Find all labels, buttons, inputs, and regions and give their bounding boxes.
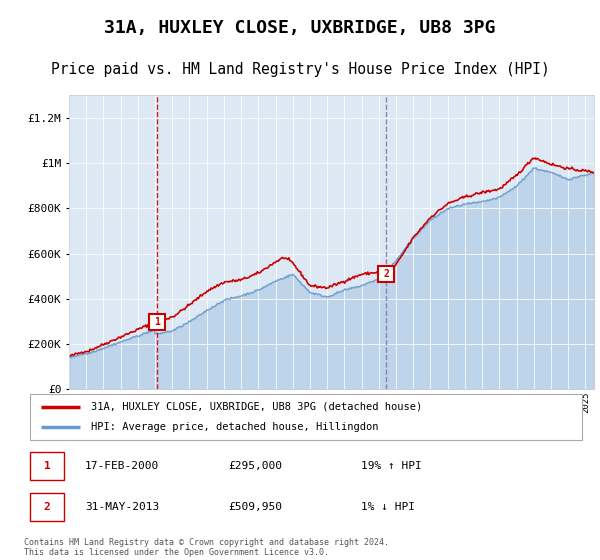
Text: £509,950: £509,950: [229, 502, 283, 512]
Text: £295,000: £295,000: [229, 461, 283, 472]
Text: 31A, HUXLEY CLOSE, UXBRIDGE, UB8 3PG (detached house): 31A, HUXLEY CLOSE, UXBRIDGE, UB8 3PG (de…: [91, 402, 422, 412]
Text: 17-FEB-2000: 17-FEB-2000: [85, 461, 160, 472]
Text: 2: 2: [44, 502, 50, 512]
Text: 1% ↓ HPI: 1% ↓ HPI: [361, 502, 415, 512]
Bar: [30, 493, 64, 521]
Text: 19% ↑ HPI: 19% ↑ HPI: [361, 461, 422, 472]
Text: 1: 1: [154, 318, 160, 328]
Text: HPI: Average price, detached house, Hillingdon: HPI: Average price, detached house, Hill…: [91, 422, 378, 432]
Text: 31A, HUXLEY CLOSE, UXBRIDGE, UB8 3PG: 31A, HUXLEY CLOSE, UXBRIDGE, UB8 3PG: [104, 19, 496, 37]
Text: Contains HM Land Registry data © Crown copyright and database right 2024.
This d: Contains HM Land Registry data © Crown c…: [24, 538, 389, 557]
Text: 2: 2: [383, 269, 389, 279]
Text: Price paid vs. HM Land Registry's House Price Index (HPI): Price paid vs. HM Land Registry's House …: [50, 62, 550, 77]
Text: 1: 1: [44, 461, 50, 472]
Text: 31-MAY-2013: 31-MAY-2013: [85, 502, 160, 512]
Bar: [30, 452, 64, 480]
